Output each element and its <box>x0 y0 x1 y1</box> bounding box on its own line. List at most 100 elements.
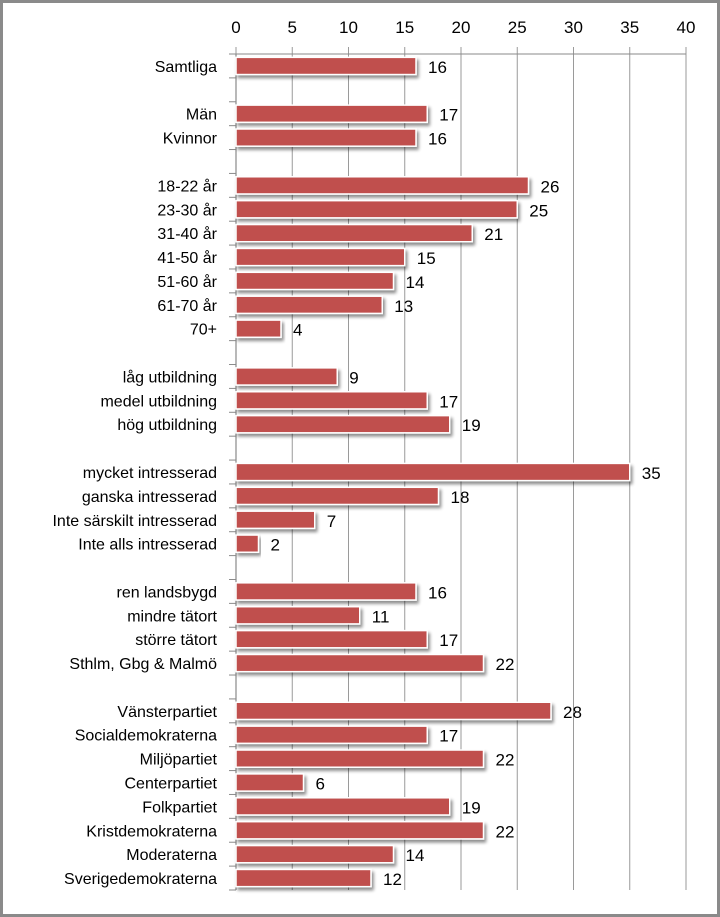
bar <box>235 367 338 386</box>
data-label: 28 <box>563 703 582 722</box>
bar <box>235 319 282 339</box>
category-label: Moderaterna <box>126 847 217 864</box>
bar <box>235 56 417 76</box>
data-label: 7 <box>327 512 336 531</box>
category-label: mycket intresserad <box>83 465 217 482</box>
bar <box>235 486 440 506</box>
data-label: 22 <box>496 655 515 674</box>
category-label: Kristdemokraterna <box>86 823 217 840</box>
data-label: 13 <box>394 297 413 316</box>
bar <box>235 510 316 530</box>
data-label: 18 <box>451 488 470 507</box>
category-labels: Samtliga Män Kvinnor 18-22 år 23-30 år 31-40 … <box>52 59 217 888</box>
category-label: Vänsterpartiet <box>117 704 217 721</box>
data-label: 12 <box>383 870 402 889</box>
category-label: hög utbildning <box>117 417 217 434</box>
bar <box>235 104 428 124</box>
category-label: medel utbildning <box>100 393 217 410</box>
bar <box>235 701 552 721</box>
x-tick-label: 25 <box>508 18 527 37</box>
category-label: Miljöpartiet <box>140 752 218 769</box>
bar <box>235 749 485 768</box>
category-label: Centerpartiet <box>125 776 218 793</box>
data-label: 16 <box>428 583 447 602</box>
data-labels: 1617162625211514134917193518721611172228… <box>271 58 661 889</box>
x-axis-ticks: 0 5 10 15 20 25 30 35 40 <box>231 18 695 37</box>
bar <box>235 844 395 864</box>
x-tick-label: 35 <box>620 18 639 37</box>
x-tick-label: 15 <box>395 18 414 37</box>
bar <box>235 223 473 243</box>
category-label: 23-30 år <box>157 201 217 219</box>
category-label: 31-40 år <box>157 225 217 243</box>
bar <box>235 462 631 482</box>
category-label: ganska intresserad <box>82 489 217 506</box>
bar <box>235 868 372 888</box>
category-label: Sthlm, Gbg & Malmö <box>69 656 217 673</box>
category-label: 61-70 år <box>157 297 217 315</box>
bar <box>235 414 451 434</box>
category-label: Folkpartiet <box>142 799 217 816</box>
category-label: Samtliga <box>155 59 217 76</box>
bar <box>235 605 361 625</box>
data-label: 4 <box>293 321 302 340</box>
bar <box>235 199 518 219</box>
category-label: Socialdemokraterna <box>75 728 217 745</box>
bar <box>235 247 406 267</box>
category-label: 70+ <box>190 322 217 339</box>
data-label: 16 <box>428 130 447 149</box>
category-label: Kvinnor <box>163 131 218 148</box>
bar <box>235 629 428 649</box>
bar <box>235 653 485 673</box>
data-label: 25 <box>529 201 548 220</box>
bar <box>235 534 260 554</box>
data-label: 14 <box>406 846 425 865</box>
bars <box>235 56 631 888</box>
x-tick-label: 5 <box>288 18 297 37</box>
data-label: 17 <box>439 631 458 650</box>
data-label: 9 <box>349 368 358 387</box>
data-label: 11 <box>372 607 390 626</box>
data-label: 14 <box>406 273 425 292</box>
category-label: Män <box>186 107 217 124</box>
bar <box>235 582 417 601</box>
bar <box>235 773 305 792</box>
x-tick-label: 40 <box>677 18 696 37</box>
data-label: 21 <box>484 225 503 244</box>
bar <box>235 295 383 315</box>
category-label: större tätort <box>135 632 217 649</box>
data-label: 22 <box>496 822 515 841</box>
data-label: 26 <box>541 177 560 196</box>
data-label: 2 <box>271 536 280 555</box>
data-label: 6 <box>316 775 325 794</box>
category-label: 18-22 år <box>157 177 217 195</box>
bar <box>235 725 428 745</box>
data-label: 19 <box>462 416 481 435</box>
data-label: 17 <box>439 106 458 125</box>
data-label: 17 <box>439 727 458 746</box>
category-label: Sverigedemokraterna <box>64 871 217 888</box>
x-tick-label: 10 <box>339 18 358 37</box>
bar <box>235 820 485 840</box>
category-label: Inte alls intresserad <box>78 537 217 554</box>
bar <box>235 271 395 291</box>
data-label: 19 <box>462 798 481 817</box>
data-label: 16 <box>428 58 447 77</box>
category-label: mindre tätort <box>127 608 217 625</box>
data-label: 15 <box>417 249 436 268</box>
data-label: 35 <box>642 464 661 483</box>
category-label: Inte särskilt intresserad <box>52 513 217 530</box>
category-label: låg utbildning <box>123 368 217 386</box>
x-tick-label: 0 <box>231 18 240 37</box>
bar <box>235 176 530 195</box>
x-tick-label: 20 <box>452 18 471 37</box>
data-label: 22 <box>496 751 515 770</box>
x-tick-label: 30 <box>564 18 583 37</box>
category-label: ren landsbygd <box>116 584 217 601</box>
bar <box>235 390 428 410</box>
category-label: 41-50 år <box>157 249 217 267</box>
bar <box>235 797 451 816</box>
bar <box>235 128 417 147</box>
data-label: 17 <box>439 392 458 411</box>
